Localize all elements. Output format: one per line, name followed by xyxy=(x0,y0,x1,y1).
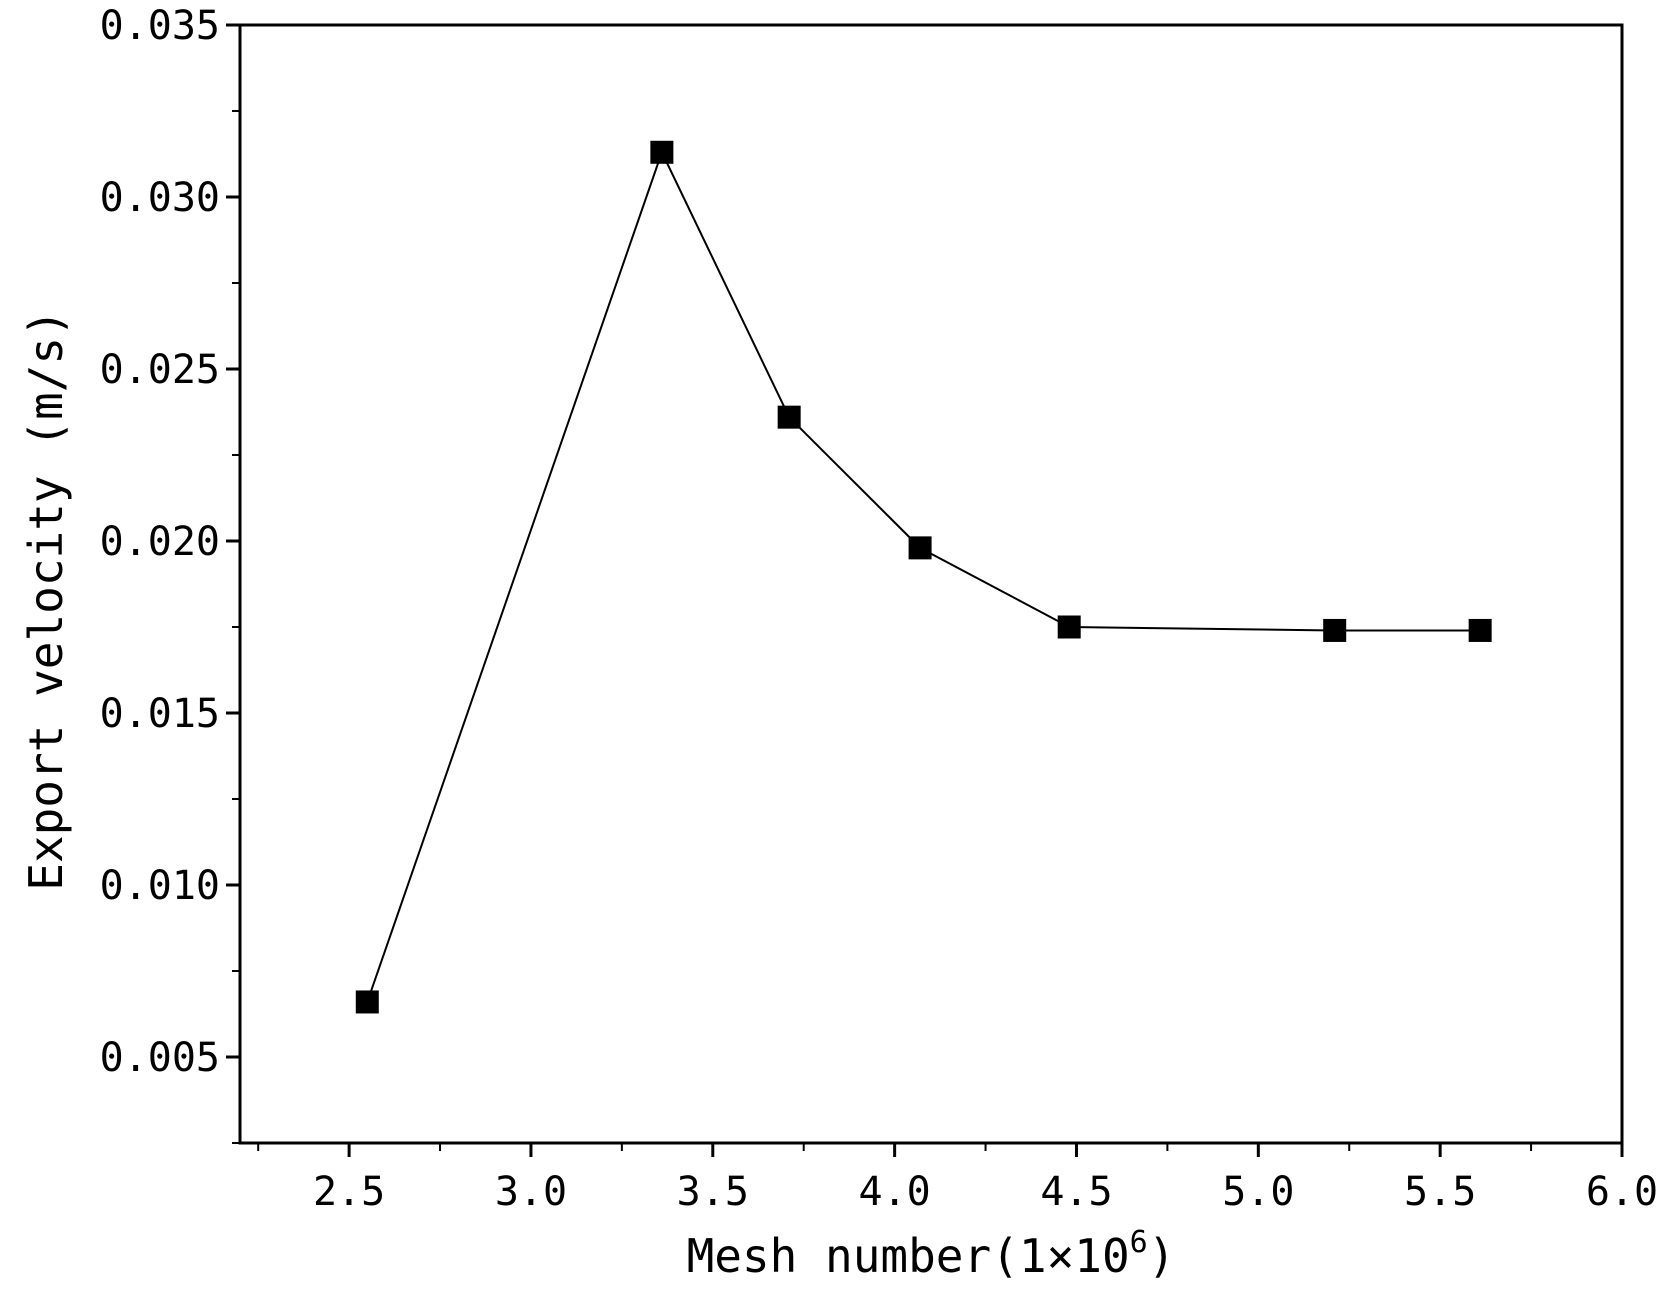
y-tick-label: 0.020 xyxy=(100,519,220,565)
y-tick-label: 0.005 xyxy=(100,1035,220,1081)
y-tick-label: 0.015 xyxy=(100,691,220,737)
series-markers xyxy=(355,140,1492,1014)
data-point-marker xyxy=(777,405,801,429)
plot-frame xyxy=(238,23,1624,1145)
x-tick-label: 6.0 xyxy=(1586,1169,1658,1215)
data-point-marker xyxy=(908,536,932,560)
data-point-marker xyxy=(1057,615,1081,639)
data-point-marker xyxy=(650,140,674,164)
y-tick-label: 0.035 xyxy=(100,3,220,49)
y-axis-title: Export velocity (m/s) xyxy=(19,309,73,891)
x-tick-label: 5.0 xyxy=(1222,1169,1294,1215)
series-polyline xyxy=(366,149,1481,1003)
y-tick-label: 0.030 xyxy=(100,175,220,221)
data-point-marker xyxy=(1323,618,1347,642)
data-point-marker xyxy=(355,990,379,1014)
data-point-marker xyxy=(1468,618,1492,642)
x-axis-ticks: 2.5 3.0 3.5 4.0 4.5 5.0 5.5 6.0 xyxy=(257,1143,1658,1215)
y-tick-label: 0.025 xyxy=(100,347,220,393)
x-tick-label: 4.5 xyxy=(1040,1169,1112,1215)
x-tick-label: 3.0 xyxy=(495,1169,567,1215)
y-tick-label: 0.010 xyxy=(100,863,220,909)
series-line xyxy=(366,149,1481,1003)
x-tick-label: 5.5 xyxy=(1404,1169,1476,1215)
x-tick-label: 2.5 xyxy=(313,1169,385,1215)
y-axis-ticks: 0.005 0.010 0.015 0.020 0.025 0.030 0.035 xyxy=(100,3,240,1144)
x-tick-label: 4.0 xyxy=(859,1169,931,1215)
x-tick-label: 3.5 xyxy=(677,1169,749,1215)
x-axis-title: Mesh number(1×106) xyxy=(687,1225,1176,1283)
